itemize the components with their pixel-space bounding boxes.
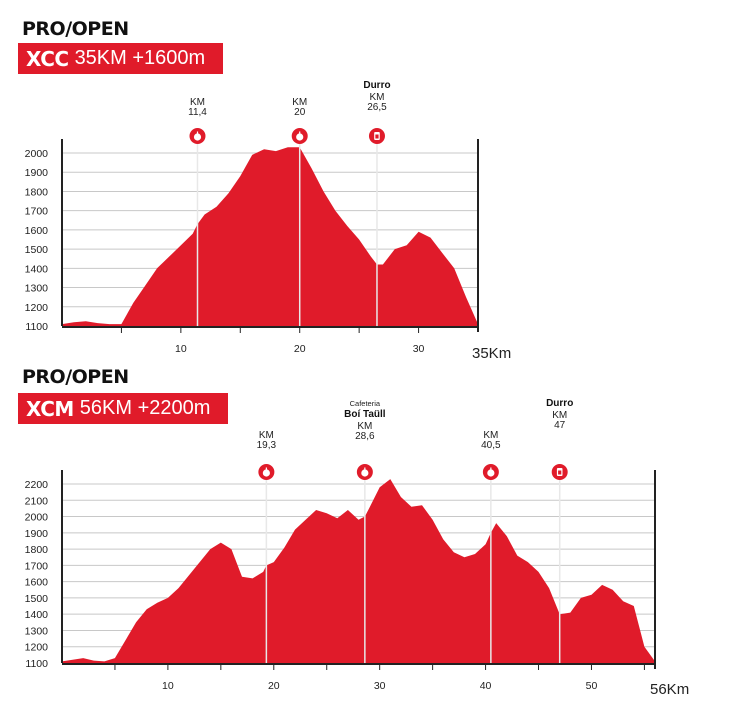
aid-station-km-value: 47 xyxy=(554,420,566,431)
x-tick-label: 30 xyxy=(413,343,425,355)
food-icon-stem xyxy=(196,131,199,134)
y-tick-label: 1600 xyxy=(25,225,49,237)
y-tick-label: 1400 xyxy=(25,263,49,275)
elevation-chart-0: 1100 1200 1300 1400 1500 1600 1700 1800 1900 2000… xyxy=(25,80,512,362)
aid-station-km-label: KM xyxy=(292,97,307,108)
drink-icon xyxy=(368,128,385,144)
aid-station-subname: Cafeteria xyxy=(350,399,381,408)
food-icon-stem xyxy=(364,467,366,470)
aid-station-name: Durro xyxy=(546,398,573,409)
y-tick-label: 1800 xyxy=(25,186,49,198)
x-tick-label: 10 xyxy=(162,680,174,692)
y-tick-label: 1200 xyxy=(25,302,49,314)
food-icon-stem xyxy=(490,467,492,470)
race-distance-xcc: 35KM +1600m xyxy=(74,47,206,69)
y-tick-label: 1300 xyxy=(25,283,49,295)
drink-icon-liquid xyxy=(558,470,562,475)
aid-station-km-value: 19,3 xyxy=(257,440,277,451)
food-icon xyxy=(291,128,308,144)
aid-station-km-value: 11,4 xyxy=(188,107,207,118)
y-tick-label: 2000 xyxy=(25,148,49,160)
food-icon-shape xyxy=(296,133,304,141)
y-tick-label: 2000 xyxy=(25,512,49,524)
x-end-label: 35Km xyxy=(472,345,511,362)
drink-icon-liquid xyxy=(375,134,379,139)
food-icon-stem xyxy=(299,131,301,134)
y-tick-label: 2200 xyxy=(25,479,49,491)
race-badge-xcc: XCC 35KM +1600m xyxy=(18,43,224,74)
x-tick-label: 50 xyxy=(586,680,598,692)
aid-station-name: Boí Taüll xyxy=(344,409,386,420)
food-icon-shape xyxy=(262,469,270,477)
y-tick-label: 1500 xyxy=(25,593,49,605)
food-icon-shape xyxy=(193,133,202,141)
food-icon-stem xyxy=(265,467,267,470)
race-badge-xcm: XCM 56KM +2200m xyxy=(18,393,229,424)
y-tick-label: 1700 xyxy=(25,206,49,218)
aid-station-km-label: KM xyxy=(357,421,372,432)
elevation-area xyxy=(62,479,655,663)
food-icon xyxy=(189,128,206,144)
x-end-label: 56Km xyxy=(650,681,689,698)
aid-station-km-value: 28,6 xyxy=(355,431,375,442)
y-tick-label: 1900 xyxy=(25,528,49,540)
y-tick-label: 1100 xyxy=(25,658,48,670)
y-tick-label: 1300 xyxy=(25,625,49,637)
y-tick-label: 1900 xyxy=(25,167,49,179)
elevation-area xyxy=(62,147,478,326)
x-tick-label: 20 xyxy=(294,343,306,355)
drink-icon xyxy=(551,464,568,480)
y-tick-label: 2100 xyxy=(25,495,49,507)
elevation-chart-1: 1100 1200 1300 1400 1500 1600 1700 1800 1900 2000… xyxy=(25,398,690,698)
food-icon xyxy=(482,464,499,480)
section-title-xcc: PRO/OPEN xyxy=(22,18,129,40)
race-code-xcc: XCC xyxy=(26,46,69,71)
aid-station-km-label: KM xyxy=(369,92,384,103)
race-code-xcm: XCM xyxy=(26,396,74,421)
x-tick-label: 40 xyxy=(480,680,492,692)
aid-station-km-value: 26,5 xyxy=(367,102,387,113)
x-tick-label: 10 xyxy=(175,343,187,355)
food-icon xyxy=(258,464,275,480)
aid-station-km-label: KM xyxy=(259,430,274,441)
x-tick-label: 20 xyxy=(268,680,280,692)
race-distance-xcm: 56KM +2200m xyxy=(79,397,211,419)
y-tick-label: 1800 xyxy=(25,544,49,556)
food-icon xyxy=(356,464,373,480)
y-tick-label: 1100 xyxy=(25,321,48,333)
x-tick-label: 30 xyxy=(374,680,386,692)
aid-station-km-value: 40,5 xyxy=(481,440,501,451)
aid-station-km-value: 20 xyxy=(294,107,306,118)
y-tick-label: 1500 xyxy=(25,244,49,256)
aid-station-km-label: KM xyxy=(552,410,567,421)
y-tick-label: 1200 xyxy=(25,642,49,654)
aid-station-km-label: KM xyxy=(190,97,205,108)
aid-station-km-label: KM xyxy=(483,430,498,441)
food-icon-shape xyxy=(487,469,495,477)
y-tick-label: 1400 xyxy=(25,609,49,621)
y-tick-label: 1700 xyxy=(25,560,49,572)
food-icon-shape xyxy=(361,469,369,477)
y-tick-label: 1600 xyxy=(25,577,49,589)
aid-station-name: Durro xyxy=(363,80,390,91)
section-title-xcm: PRO/OPEN xyxy=(22,366,129,388)
